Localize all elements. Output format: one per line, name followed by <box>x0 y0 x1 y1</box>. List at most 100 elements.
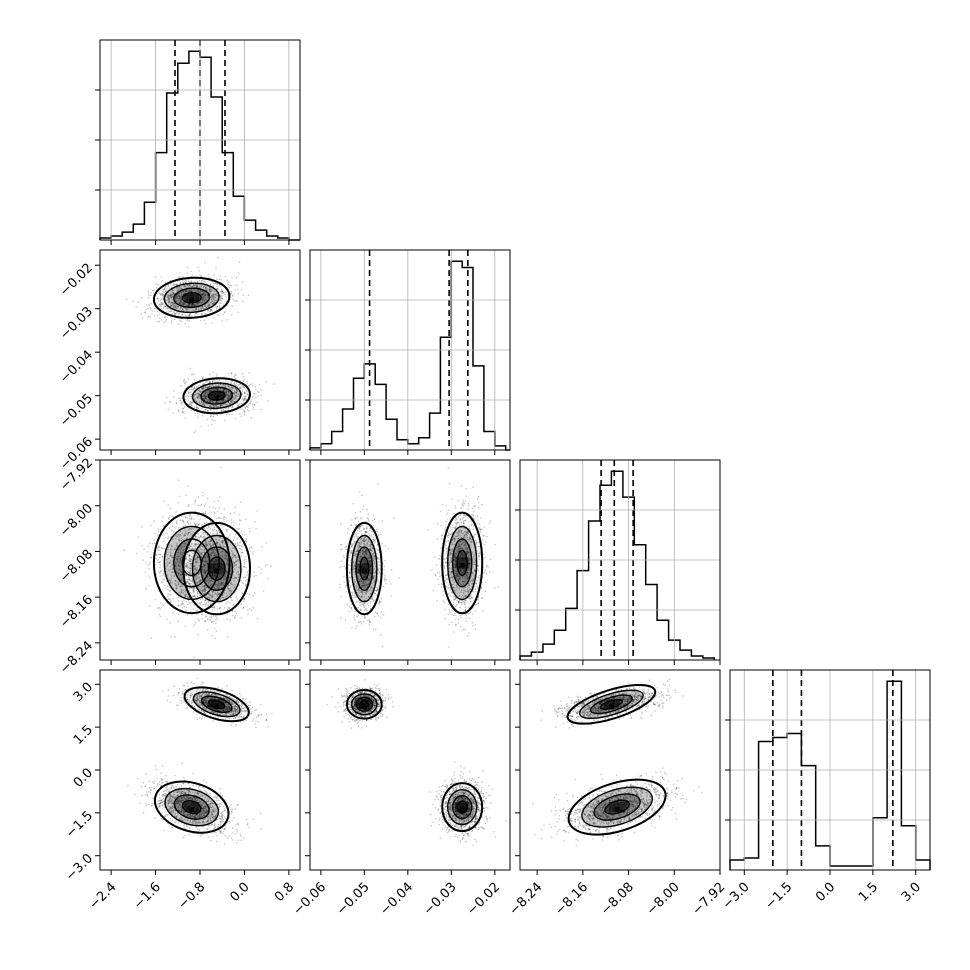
sample-point <box>153 539 155 541</box>
sample-point <box>447 613 450 615</box>
sample-point <box>217 389 219 391</box>
sample-point <box>170 555 173 558</box>
sample-point <box>157 320 159 323</box>
density-fill-1-1 <box>579 690 644 719</box>
sample-point <box>229 400 232 403</box>
sample-point <box>206 418 209 421</box>
sample-point <box>361 494 363 497</box>
density-cell <box>356 699 362 705</box>
density-cell <box>608 802 615 808</box>
sample-point <box>162 540 165 543</box>
sample-point <box>212 401 214 404</box>
sample-point <box>211 380 214 383</box>
sample-point <box>205 604 207 607</box>
sample-point <box>203 573 205 575</box>
sample-point <box>205 615 207 618</box>
sample-point <box>135 306 137 308</box>
sample-point <box>210 390 212 392</box>
sample-point <box>165 306 168 308</box>
sample-point <box>179 604 181 607</box>
sample-point <box>191 551 193 553</box>
sample-point <box>200 308 203 311</box>
sample-point <box>163 293 165 296</box>
sample-point <box>154 307 156 310</box>
sample-point <box>466 585 469 587</box>
sample-point <box>384 545 387 547</box>
sample-point <box>196 291 199 293</box>
sample-point <box>227 390 230 393</box>
sample-point <box>186 581 188 584</box>
sample-point <box>217 256 220 259</box>
sample-point <box>193 304 195 307</box>
sample-point <box>234 373 237 375</box>
sample-point <box>185 310 188 312</box>
density-cell <box>209 568 215 574</box>
density-cell <box>219 699 225 705</box>
sample-point <box>180 291 183 294</box>
sample-point <box>203 395 206 398</box>
sample-point <box>237 384 240 386</box>
sample-point <box>159 556 161 559</box>
sample-point <box>236 527 238 530</box>
sample-point <box>235 394 238 397</box>
sample-point <box>218 576 220 579</box>
sample-point <box>231 550 233 552</box>
sample-point <box>214 615 217 618</box>
sample-point <box>188 315 191 318</box>
sample-point <box>211 322 213 324</box>
sample-point <box>229 602 231 604</box>
sample-point <box>176 522 178 525</box>
sample-point <box>214 380 216 383</box>
sample-point <box>190 394 192 396</box>
sample-point <box>181 313 184 316</box>
sample-point <box>197 295 199 298</box>
sample-point <box>174 305 176 307</box>
sample-point <box>203 392 206 394</box>
sample-point <box>178 561 180 564</box>
sample-point <box>175 283 178 286</box>
sample-point <box>194 568 197 570</box>
sample-point <box>232 539 235 541</box>
sample-point <box>176 542 178 545</box>
sample-point <box>218 284 220 286</box>
sample-point <box>198 291 200 293</box>
sample-point <box>231 554 234 557</box>
sample-point <box>198 402 201 404</box>
sample-point <box>227 600 229 603</box>
sample-point <box>253 571 255 573</box>
density-cell <box>189 292 195 298</box>
sample-point <box>203 565 206 567</box>
sample-point <box>162 290 165 292</box>
sample-point <box>166 287 168 290</box>
sample-point <box>198 279 201 282</box>
sample-point <box>176 299 179 302</box>
sample-point <box>215 530 218 532</box>
sample-point <box>180 590 183 592</box>
sample-point <box>173 390 175 392</box>
sample-point <box>193 372 195 375</box>
sample-point <box>241 390 244 392</box>
sample-point <box>179 552 181 555</box>
sample-point <box>171 571 173 573</box>
sample-point <box>255 388 257 391</box>
sample-point <box>243 391 246 394</box>
sample-point <box>194 566 196 569</box>
density-cell <box>459 807 465 813</box>
sample-point <box>241 592 243 594</box>
sample-point <box>196 294 198 297</box>
sample-point <box>210 298 213 301</box>
sample-point <box>187 378 190 380</box>
density-cell <box>209 395 215 401</box>
sample-point <box>172 292 175 294</box>
sample-point <box>260 408 262 411</box>
sample-point <box>158 320 161 323</box>
sample-point <box>220 289 223 291</box>
sample-point <box>175 307 177 310</box>
sample-point <box>486 564 488 566</box>
sample-point <box>168 544 171 546</box>
sample-point <box>199 598 202 601</box>
sample-point <box>173 312 176 315</box>
sample-point <box>170 294 172 297</box>
sample-point <box>460 595 463 598</box>
sample-point <box>214 512 216 514</box>
